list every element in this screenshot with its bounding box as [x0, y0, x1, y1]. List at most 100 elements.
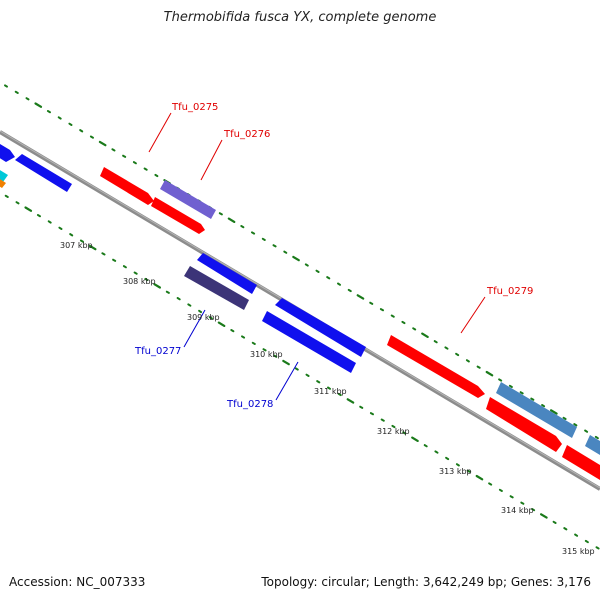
major-tick [411, 436, 419, 442]
minor-tick [465, 359, 470, 363]
major-tick [282, 359, 290, 366]
accession-text: Accession: NC_007333 [9, 575, 146, 589]
minor-tick [520, 501, 525, 505]
genome-summary-text: Topology: circular; Length: 3,642,249 bp… [261, 575, 591, 589]
scale-label: 311 kbp [314, 387, 347, 396]
gene-arrow[interactable] [100, 167, 154, 205]
scale-label: 315 kbp [562, 547, 595, 556]
minor-tick [369, 412, 374, 416]
major-tick [153, 283, 161, 289]
minor-tick [584, 539, 589, 544]
minor-tick [327, 386, 331, 390]
major-tick [88, 244, 97, 251]
tick-track-inner [4, 194, 600, 550]
forward-strand-genes [0, 138, 600, 455]
gene-arrow[interactable] [387, 335, 485, 398]
gene-arrow[interactable] [0, 167, 8, 182]
minor-tick [476, 365, 481, 369]
scale-label: 308 kbp [123, 277, 156, 286]
gene-arrow[interactable] [496, 382, 577, 438]
gene-arrow[interactable] [585, 435, 600, 455]
gene-arrow[interactable] [184, 266, 249, 310]
major-tick [98, 140, 107, 147]
minor-tick [165, 290, 170, 294]
major-tick [485, 370, 494, 377]
minor-tick [445, 456, 450, 461]
gene-arrow[interactable] [151, 197, 205, 234]
gene-arrow[interactable] [486, 397, 562, 452]
gene-arrow[interactable] [562, 445, 600, 480]
gene-arrow[interactable] [0, 138, 15, 162]
minor-tick [69, 233, 74, 237]
minor-tick [272, 244, 277, 248]
gene-label-tfu-0275[interactable]: Tfu_0275 [171, 102, 218, 113]
minor-tick [187, 303, 192, 307]
tick-track-outer [4, 84, 599, 440]
gene-arrow[interactable] [197, 253, 257, 294]
minor-tick [15, 201, 20, 205]
minor-tick [57, 116, 62, 120]
minor-tick [101, 252, 106, 256]
major-tick [24, 206, 33, 212]
gene-labels: Tfu_0275 Tfu_0276 Tfu_0277 Tfu_0278 Tfu_… [134, 102, 533, 410]
gene-arrow[interactable] [0, 176, 6, 188]
minor-tick [531, 508, 536, 512]
minor-tick [595, 546, 600, 550]
scale-label: 307 kbp [60, 241, 93, 250]
minor-tick [488, 482, 493, 486]
minor-tick [47, 220, 52, 224]
minor-tick [498, 378, 503, 382]
minor-tick [208, 316, 213, 320]
scale-label: 310 kbp [250, 350, 283, 359]
gene-label-tfu-0276[interactable]: Tfu_0276 [223, 129, 270, 140]
minor-tick [530, 397, 535, 401]
minor-tick [251, 341, 256, 345]
minor-tick [68, 122, 73, 126]
minor-tick [423, 444, 428, 448]
minor-tick [4, 194, 9, 198]
minor-tick [498, 488, 503, 492]
gene-arrow[interactable] [15, 154, 72, 192]
minor-tick [316, 380, 321, 384]
minor-tick [455, 463, 460, 467]
major-tick [346, 398, 355, 404]
minor-tick [144, 277, 149, 282]
minor-tick [552, 520, 557, 524]
minor-tick [412, 327, 417, 331]
minor-tick [14, 90, 19, 94]
minor-tick [251, 231, 256, 235]
gene-label-tfu-0277[interactable]: Tfu_0277 [134, 346, 181, 357]
gene-arrow[interactable] [160, 180, 216, 219]
minor-tick [433, 340, 438, 344]
gene-arrow[interactable] [262, 311, 356, 373]
minor-tick [369, 301, 374, 305]
minor-tick [402, 431, 407, 435]
scale-label: 309 kbp [187, 313, 220, 322]
minor-tick [143, 167, 148, 171]
minor-tick [241, 335, 246, 339]
minor-tick [379, 308, 384, 312]
minor-tick [584, 429, 589, 433]
minor-tick [347, 288, 352, 293]
gene-label-tfu-0278[interactable]: Tfu_0278 [226, 399, 273, 410]
minor-tick [261, 237, 266, 241]
minor-tick [230, 329, 235, 333]
minor-tick [133, 271, 138, 275]
minor-tick [122, 265, 127, 269]
minor-tick [283, 250, 288, 254]
minor-tick [122, 154, 127, 158]
scale-labels: 307 kbp 308 kbp 309 kbp 310 kbp 311 kbp … [60, 241, 595, 556]
gene-label-tfu-0279[interactable]: Tfu_0279 [486, 286, 533, 297]
minor-tick [305, 373, 310, 377]
minor-tick [401, 320, 406, 325]
minor-tick [359, 405, 364, 409]
gene-arrow[interactable] [275, 298, 366, 357]
minor-tick [466, 469, 471, 473]
minor-tick [562, 416, 567, 420]
minor-tick [563, 527, 568, 531]
minor-tick [132, 161, 137, 165]
major-tick [421, 332, 429, 338]
major-tick [34, 102, 43, 108]
minor-tick [519, 391, 524, 395]
